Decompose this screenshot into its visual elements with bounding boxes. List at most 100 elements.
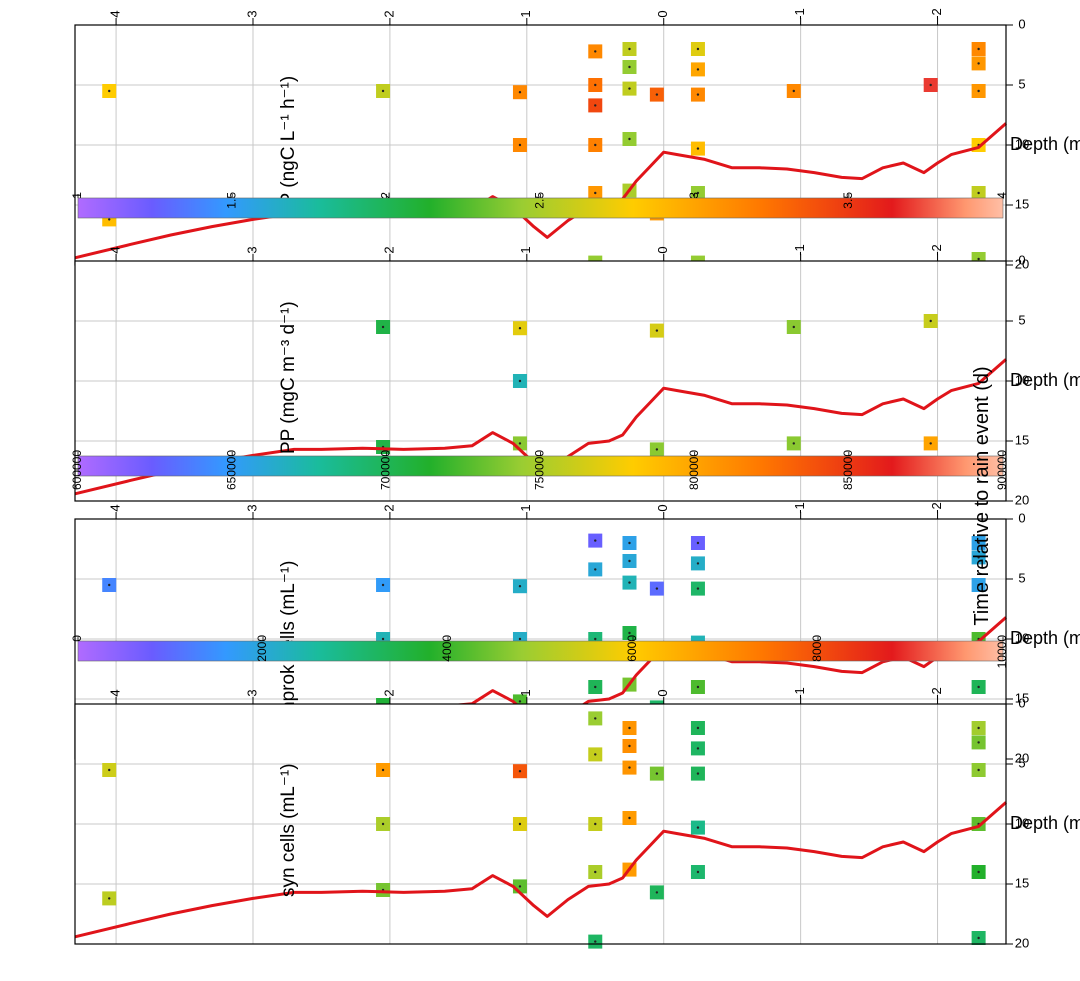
data-point-center xyxy=(628,631,631,635)
data-point-center xyxy=(594,822,597,826)
data-point-center xyxy=(977,726,980,730)
data-point-center xyxy=(655,93,659,96)
data-point-center xyxy=(518,327,522,330)
data-point-center xyxy=(696,191,700,195)
data-point-center xyxy=(792,325,795,329)
x-tick-label: -2 xyxy=(929,8,944,20)
colorbar-tick-label: 900000 xyxy=(995,450,1009,490)
data-point-center xyxy=(594,685,597,689)
x-tick-label: -2 xyxy=(929,687,944,699)
data-point-center xyxy=(977,541,980,545)
y-tick-label: 15 xyxy=(1015,196,1029,211)
y-tick-label: 10 xyxy=(1015,815,1029,830)
data-point-center xyxy=(518,585,522,588)
data-point-center xyxy=(594,83,597,87)
colorbar-tick-label: 3 xyxy=(687,192,701,199)
data-point-center xyxy=(381,325,385,329)
data-point-center xyxy=(655,587,659,590)
data-point-center xyxy=(655,448,659,451)
colorbar-tick-label: 6000 xyxy=(625,635,639,662)
x-tick-label: 2 xyxy=(381,504,396,511)
series-line xyxy=(74,801,1007,939)
data-point-center xyxy=(594,104,597,107)
data-point-center xyxy=(929,319,932,323)
data-point-center xyxy=(381,89,385,93)
data-point-center xyxy=(977,685,980,689)
x-tick-label: 3 xyxy=(244,10,259,17)
colorbar-tick-label: 800000 xyxy=(687,450,701,490)
data-point-center xyxy=(977,62,980,65)
colorbar-tick-label: 4 xyxy=(995,192,1009,199)
y-tick-label: 5 xyxy=(1018,76,1025,91)
series-line xyxy=(74,358,1007,496)
x-tick-label: -1 xyxy=(792,687,807,699)
data-point-center xyxy=(381,637,385,641)
data-point-center xyxy=(108,897,111,900)
colorbar-tick-label: 650000 xyxy=(224,450,238,490)
y-axis-label: Depth (m) xyxy=(1010,134,1080,154)
colorbar-tick-label: 1.5 xyxy=(224,192,238,209)
data-point-center xyxy=(628,726,631,730)
data-point-center xyxy=(696,726,700,730)
data-point-center xyxy=(518,822,522,826)
colorbar-tick-label: 2 xyxy=(379,192,393,199)
colorbar-tick-label: 700000 xyxy=(379,450,393,490)
data-point-center xyxy=(696,68,700,71)
data-point-center xyxy=(628,559,631,563)
data-point-center xyxy=(628,744,631,748)
data-point-center xyxy=(108,583,111,587)
y-tick-label: 0 xyxy=(1018,16,1025,31)
data-point-center xyxy=(594,191,597,195)
colorbar-tick-label: 10000 xyxy=(995,635,1009,669)
y-tick-label: 5 xyxy=(1018,570,1025,585)
x-tick-label: 2 xyxy=(381,689,396,696)
data-point-center xyxy=(929,442,932,445)
y-tick-label: 20 xyxy=(1015,750,1029,765)
data-point-center xyxy=(977,741,980,744)
data-point-center xyxy=(696,747,700,750)
data-point-center xyxy=(696,772,700,775)
data-point-center xyxy=(628,137,631,141)
y-tick-label: 10 xyxy=(1015,136,1029,151)
x-tick-label: -1 xyxy=(792,502,807,514)
data-point-center xyxy=(594,50,597,53)
data-point-center xyxy=(977,257,980,261)
y-axis-label: Depth (m) xyxy=(1010,813,1080,833)
y-tick-label: 0 xyxy=(1018,252,1025,267)
y-tick-label: 5 xyxy=(1018,755,1025,770)
data-point-center xyxy=(518,379,522,383)
x-tick-label: 1 xyxy=(518,10,533,17)
data-point-center xyxy=(518,143,522,147)
data-point-center xyxy=(108,89,111,93)
data-point-center xyxy=(628,816,631,820)
data-point-center xyxy=(792,442,795,445)
data-point-center xyxy=(594,940,597,943)
data-point-center xyxy=(594,539,597,542)
data-point-center xyxy=(628,541,631,545)
data-point-center xyxy=(518,91,522,94)
data-point-center xyxy=(628,47,631,51)
data-point-center xyxy=(696,562,700,565)
colorbar-tick-label: 0 xyxy=(70,635,84,642)
data-point-center xyxy=(792,89,795,93)
data-point-center xyxy=(518,700,522,703)
data-point-center xyxy=(655,329,659,332)
data-point-center xyxy=(696,826,700,829)
y-tick-label: 20 xyxy=(1015,256,1029,271)
data-point-center xyxy=(594,143,597,147)
data-point-center xyxy=(977,768,980,772)
data-point-center xyxy=(977,936,980,940)
colorbar-tick-label: 750000 xyxy=(533,450,547,490)
data-point-center xyxy=(628,87,631,90)
x-tick-label: 3 xyxy=(244,246,259,253)
colorbar-tick-label: 2000 xyxy=(255,635,269,662)
colorbar-tick-label: 4000 xyxy=(440,635,454,662)
data-point-center xyxy=(594,753,597,756)
data-point-center xyxy=(696,93,700,96)
colorbar-tick-label: 1 xyxy=(70,192,84,199)
chart-panel-4: -2 -1 0 1 2 3 4 0 5 10 15 20 Depth (m) syn cells (mL⁻… xyxy=(70,635,1080,951)
panel-title: PP (mgC m⁻³ d⁻¹) xyxy=(278,301,299,454)
